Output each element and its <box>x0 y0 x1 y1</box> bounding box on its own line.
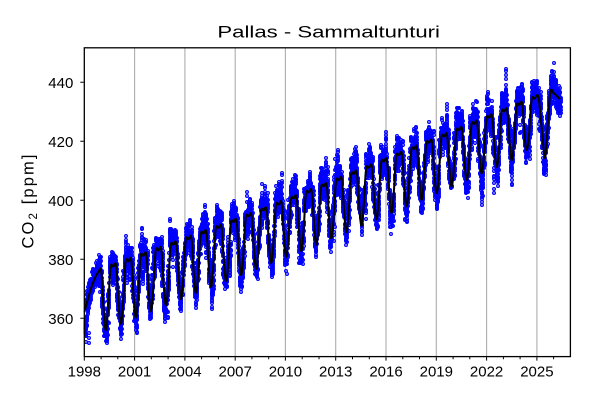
svg-text:400: 400 <box>48 193 73 210</box>
svg-text:2022: 2022 <box>470 364 503 381</box>
svg-text:420: 420 <box>48 134 73 151</box>
svg-text:2007: 2007 <box>219 364 252 381</box>
svg-text:380: 380 <box>48 252 73 269</box>
svg-text:2001: 2001 <box>118 364 151 381</box>
svg-text:1998: 1998 <box>68 364 101 381</box>
svg-text:2016: 2016 <box>369 364 402 381</box>
svg-text:CO2 [ppm]: CO2 [ppm] <box>20 155 40 249</box>
svg-text:2004: 2004 <box>168 364 201 381</box>
svg-text:2010: 2010 <box>269 364 302 381</box>
svg-text:440: 440 <box>48 75 73 92</box>
svg-text:2025: 2025 <box>520 364 553 381</box>
svg-text:2013: 2013 <box>319 364 352 381</box>
svg-text:2019: 2019 <box>420 364 453 381</box>
svg-text:360: 360 <box>48 311 73 328</box>
svg-text:Pallas - Sammaltunturi: Pallas - Sammaltunturi <box>217 23 440 42</box>
